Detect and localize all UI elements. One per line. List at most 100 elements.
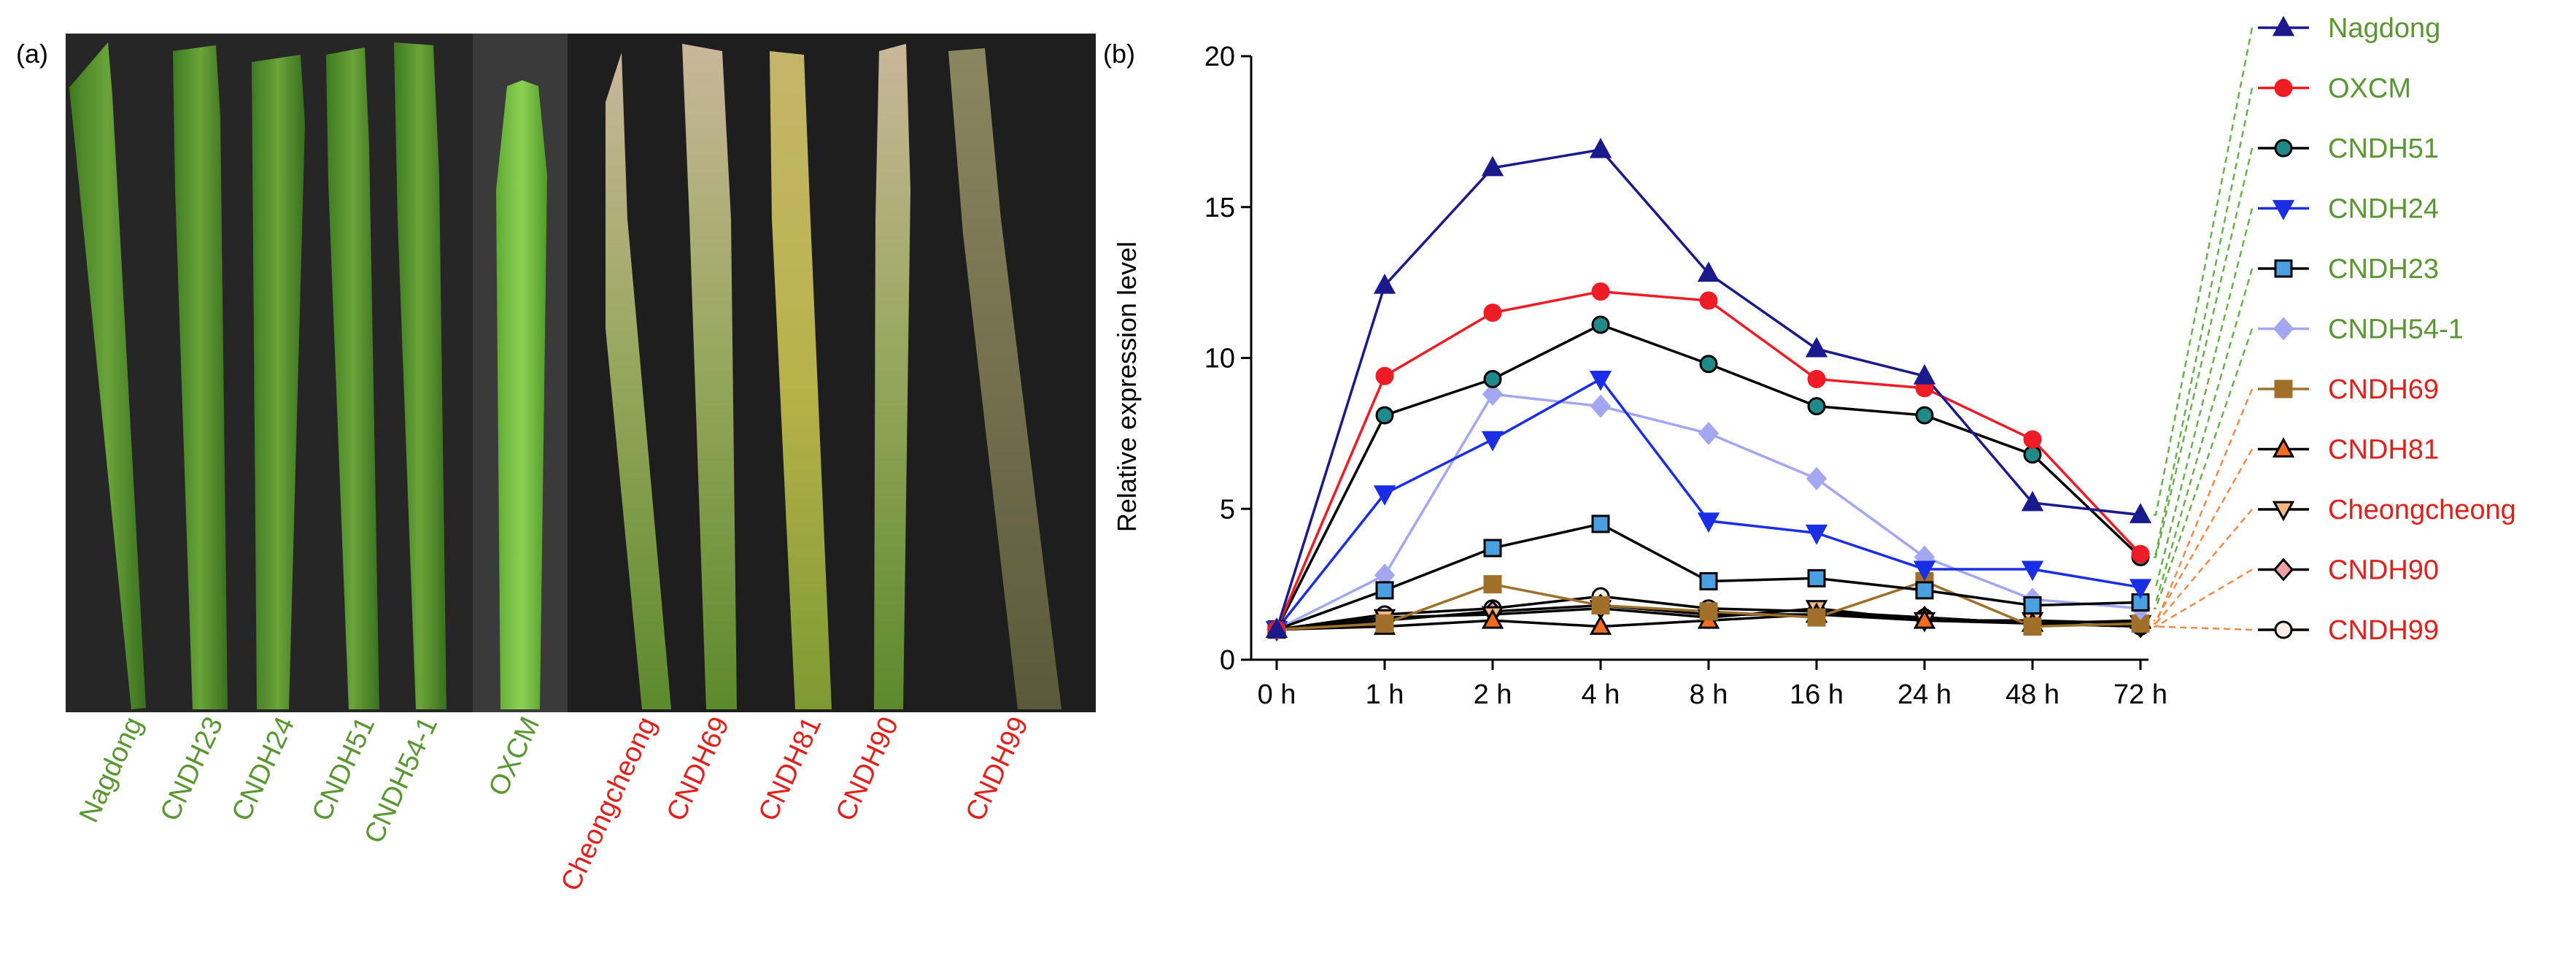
data-point-cndh24 xyxy=(1481,431,1504,452)
data-point-cndh81 xyxy=(1481,608,1504,629)
y-tick-label: 0 xyxy=(1220,645,1235,676)
leaf-cndh81 xyxy=(770,51,832,709)
x-tick-label: 1 h xyxy=(1366,679,1404,710)
data-point-cndh54-1 xyxy=(1698,421,1720,445)
leaf-cndh90 xyxy=(874,44,910,709)
x-tick-label: 24 h xyxy=(1898,679,1952,710)
legend-connector-oxcm xyxy=(2154,88,2254,555)
legend-label-cndh23: CNDH23 xyxy=(2328,254,2439,285)
data-point-oxcm xyxy=(1807,369,1826,388)
legend-label-cndh81: CNDH81 xyxy=(2328,435,2439,466)
data-point-nagdong xyxy=(1697,261,1720,282)
data-point-cndh24 xyxy=(1589,371,1612,391)
data-point-oxcm xyxy=(1591,282,1610,301)
legend-label-nagdong: Nagdong xyxy=(2328,13,2440,44)
x-tick-label: 72 h xyxy=(2113,679,2167,710)
leaf-label-cndh24: CNDH24 xyxy=(226,712,301,826)
data-point-cndh81 xyxy=(1589,614,1612,635)
data-point-cndh23 xyxy=(1807,568,1826,587)
legend-marker-cndh24 xyxy=(2272,200,2295,220)
legend-label-cndh51: CNDH51 xyxy=(2328,134,2439,164)
data-point-cndh81 xyxy=(1913,608,1936,629)
data-point-cndh24 xyxy=(1373,485,1396,506)
legend-label-oxcm: OXCM xyxy=(2328,74,2411,104)
series-lines xyxy=(1275,148,2142,631)
leaf-cndh24 xyxy=(252,55,305,709)
data-point-cndh51 xyxy=(1483,369,1502,388)
panel-a-label: (a) xyxy=(16,39,48,69)
x-tick-label: 2 h xyxy=(1474,679,1512,710)
legend-connector-cheongcheong xyxy=(2154,509,2253,625)
data-point-cndh23 xyxy=(2023,596,2042,615)
data-point-cndh23 xyxy=(1699,571,1718,590)
y-ticks: 0 5 10 15 20 xyxy=(1204,42,1251,676)
leaf-label-nagdong: Nagdong xyxy=(74,712,149,828)
data-point-cndh54-1 xyxy=(1806,466,1827,490)
y-tick-label: 5 xyxy=(1220,494,1235,525)
leaf-label-cndh90: CNDH90 xyxy=(830,712,905,826)
data-point-cndh24 xyxy=(1913,560,1936,582)
data-point-cndh69 xyxy=(1807,608,1826,627)
data-point-nagdong xyxy=(1805,336,1828,358)
leaf-label-cndh99: CNDH99 xyxy=(960,712,1034,826)
data-point-nagdong xyxy=(1589,137,1612,158)
legend: Nagdong OXCM CNDH51 CNDH24 CNDH23 CNDH54-1 CND… xyxy=(2258,13,2516,646)
data-point-cndh51 xyxy=(1807,397,1826,416)
data-point-oxcm xyxy=(1375,366,1394,385)
data-point-cndh69 xyxy=(2023,617,2042,636)
legend-connector-cndh99 xyxy=(2154,625,2253,631)
data-point-oxcm xyxy=(2023,430,2042,449)
legend-marker-nagdong xyxy=(2272,15,2295,36)
data-point-nagdong xyxy=(2129,503,2152,523)
legend-marker-oxcm xyxy=(2274,79,2293,97)
legend-marker-cndh99 xyxy=(2274,620,2293,639)
data-point-cndh23 xyxy=(1375,581,1394,600)
x-ticks: 0 h 1 h 2 h 4 h 8 h 16 h 24 h 48 h 72 h xyxy=(1258,660,2167,710)
legend-label-cndh54-1: CNDH54-1 xyxy=(2328,315,2464,345)
data-point-cndh69 xyxy=(1591,596,1610,615)
data-point-cndh54-1 xyxy=(1482,382,1504,406)
y-tick-label: 10 xyxy=(1204,344,1235,374)
legend-connector-cndh81 xyxy=(2154,448,2254,622)
legend-connector-cndh23 xyxy=(2154,268,2254,604)
leaf-cndh54-1 xyxy=(394,42,446,709)
leaf-nagdong xyxy=(69,42,146,709)
data-point-nagdong xyxy=(1373,273,1396,294)
x-tick-label: 16 h xyxy=(1790,679,1844,710)
data-point-cndh24 xyxy=(2129,579,2152,600)
data-point-cndh69 xyxy=(1375,614,1394,633)
legend-marker-cndh69 xyxy=(2274,379,2293,398)
legend-connectors xyxy=(2154,27,2254,631)
panel-b-label: (b) xyxy=(1103,39,1135,69)
data-point-cndh51 xyxy=(1375,406,1394,425)
x-tick-label: 4 h xyxy=(1582,679,1620,710)
data-point-cndh69 xyxy=(1699,602,1718,621)
leaf-oxcm xyxy=(496,80,547,709)
legend-connector-cndh90 xyxy=(2154,568,2253,628)
data-point-cndh23 xyxy=(1483,539,1502,558)
legend-connector-cndh24 xyxy=(2154,208,2254,589)
leaf-label-cndh23: CNDH23 xyxy=(155,712,229,826)
data-point-cndh23 xyxy=(1591,514,1610,533)
data-point-cndh54-1 xyxy=(1590,394,1612,418)
legend-connector-cndh51 xyxy=(2154,147,2254,558)
data-point-cndh23 xyxy=(1915,581,1934,600)
leaf-cndh51 xyxy=(326,47,379,709)
legend-label-cheongcheong: Cheongcheong xyxy=(2328,495,2516,525)
leaf-cndh69 xyxy=(682,44,737,709)
y-tick-label: 20 xyxy=(1204,42,1235,72)
leaf-label-cndh81: CNDH81 xyxy=(753,712,827,826)
leaf-label-cheongcheong: Cheongcheong xyxy=(555,712,662,895)
legend-marker-cndh81 xyxy=(2272,437,2295,458)
leaf-label-cndh69: CNDH69 xyxy=(661,712,735,826)
data-point-nagdong xyxy=(2021,490,2044,512)
x-tick-label: 0 h xyxy=(1258,679,1296,710)
series-line-nagdong xyxy=(1275,148,2141,631)
leaf-labels: Nagdong CNDH23 CNDH24 CNDH51 CNDH54-1 OX… xyxy=(74,712,1034,895)
series-markers xyxy=(1265,137,2152,641)
legend-marker-cndh23 xyxy=(2274,259,2293,278)
legend-marker-cndh90 xyxy=(2273,558,2294,582)
legend-connector-nagdong xyxy=(2154,27,2254,516)
legend-label-cndh99: CNDH99 xyxy=(2328,615,2439,646)
